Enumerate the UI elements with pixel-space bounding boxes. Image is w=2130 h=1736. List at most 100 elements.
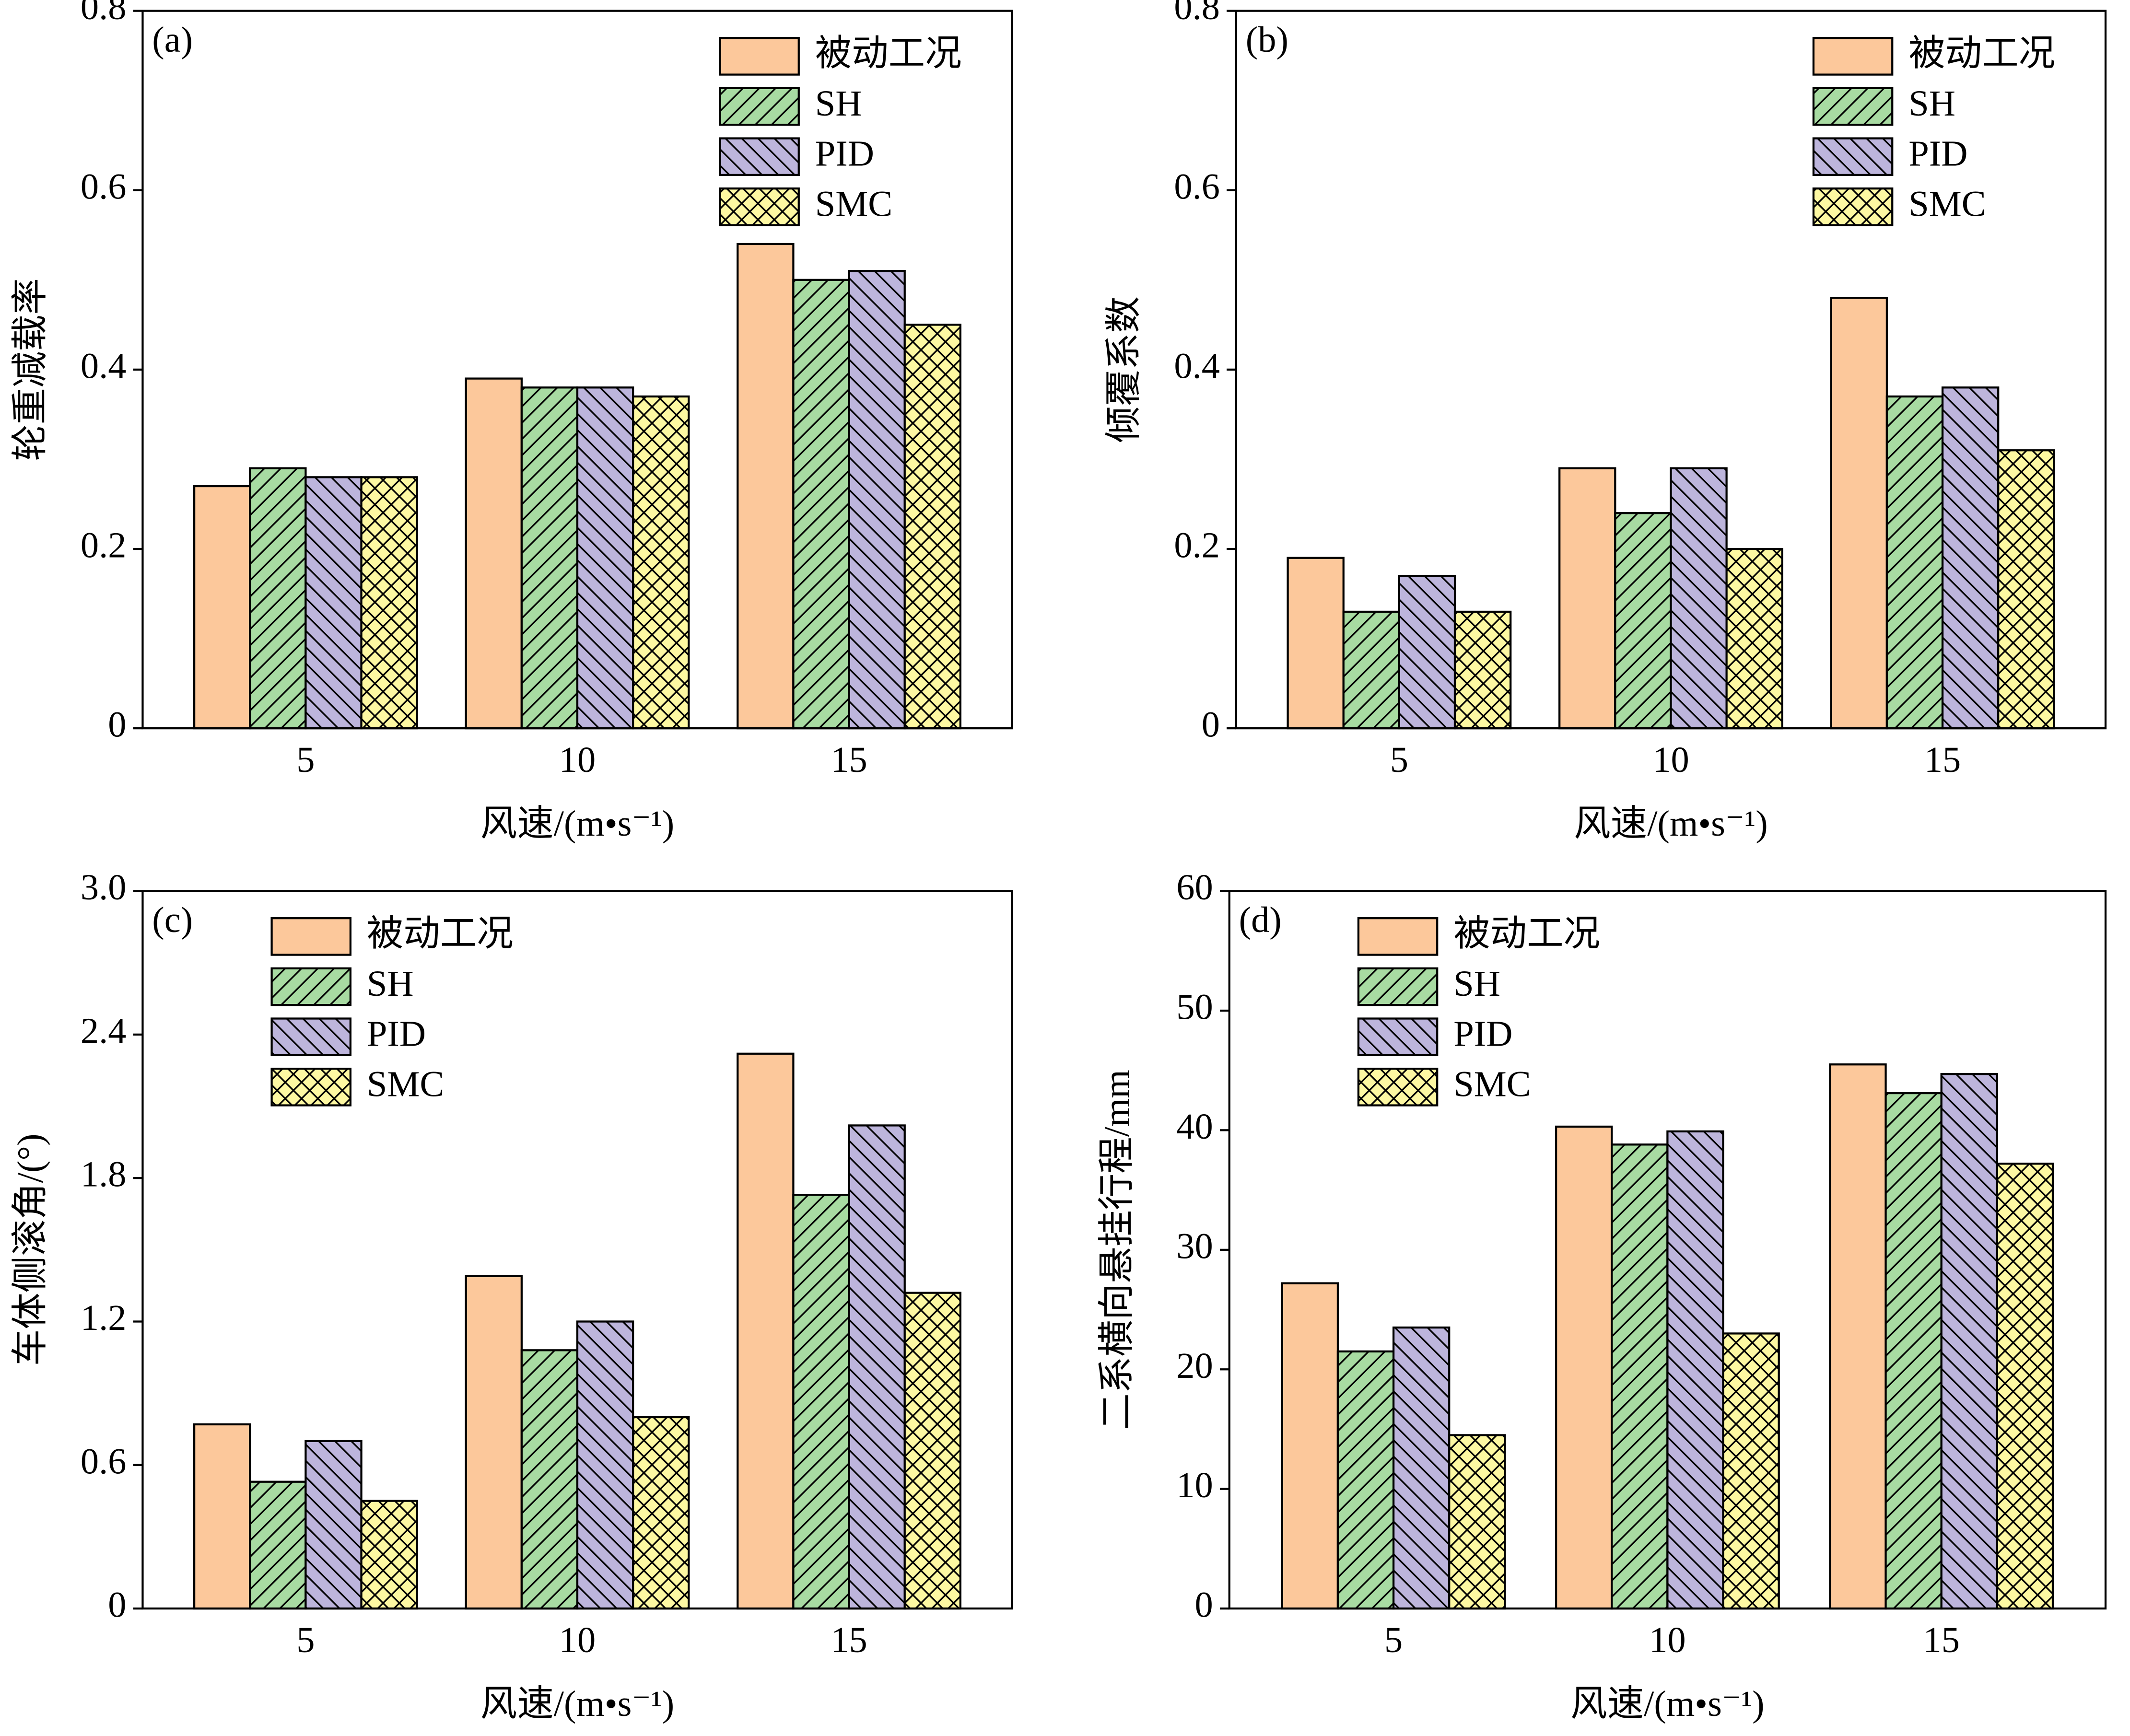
bar	[632, 1416, 690, 1610]
bar	[576, 1320, 634, 1610]
bar	[1614, 512, 1672, 730]
y-tick-label: 0	[1202, 704, 1220, 745]
bar	[249, 467, 307, 730]
y-axis-label: 轮重减载率	[10, 278, 50, 461]
bar	[193, 485, 251, 730]
y-tick-label: 3.0	[81, 867, 127, 908]
legend-swatch	[1357, 967, 1439, 1006]
bar	[1342, 610, 1401, 730]
y-tick-label: 1.2	[81, 1297, 127, 1338]
legend-label: 被动工况	[1908, 33, 2055, 73]
y-tick-label: 0.8	[81, 0, 127, 27]
bar	[1884, 1092, 1943, 1610]
legend-label: 被动工况	[1453, 913, 1600, 954]
bar	[1611, 1143, 1669, 1610]
bar	[792, 1193, 850, 1610]
y-tick-label: 0.2	[81, 525, 127, 566]
y-tick-label: 0.6	[81, 166, 127, 207]
bar	[1830, 297, 1888, 730]
panel-label: (b)	[1246, 19, 1288, 60]
legend-swatch	[270, 1068, 352, 1107]
y-tick-label: 0.4	[1174, 345, 1220, 386]
bar	[1666, 1130, 1724, 1610]
legend-label: SMC	[1908, 183, 1986, 224]
legend-swatch	[719, 87, 800, 126]
bar	[520, 1349, 579, 1610]
legend-label: 被动工况	[367, 913, 514, 954]
bar	[360, 476, 418, 730]
bar	[632, 395, 690, 730]
legend-label: PID	[815, 133, 874, 174]
y-tick-label: 0.2	[1174, 525, 1220, 566]
x-tick-label: 15	[831, 1619, 867, 1660]
x-tick-label: 5	[1390, 739, 1408, 780]
y-tick-label: 0.6	[1174, 166, 1220, 207]
bar	[1670, 467, 1728, 730]
y-axis-label: 车体侧滚角/(°)	[10, 1134, 50, 1366]
y-tick-label: 30	[1176, 1225, 1213, 1266]
x-axis-label: 风速/(m•s⁻¹)	[1570, 1683, 1764, 1724]
plot-frame	[141, 890, 1013, 1610]
x-axis-label: 风速/(m•s⁻¹)	[480, 803, 674, 844]
plot-frame	[141, 10, 1013, 730]
bar	[1940, 1073, 1998, 1610]
legend-label: PID	[1453, 1014, 1512, 1054]
x-tick-label: 5	[296, 1619, 315, 1660]
x-tick-label: 10	[1649, 1619, 1685, 1660]
bar	[1281, 1282, 1339, 1610]
y-axis-label: 二系横向悬挂行程/mm	[1097, 1070, 1137, 1430]
y-tick-label: 60	[1176, 867, 1213, 908]
legend-label: SH	[815, 83, 862, 124]
y-tick-label: 0	[108, 1585, 126, 1625]
legend-swatch	[1812, 137, 1894, 176]
bar	[1997, 449, 2055, 730]
legend-swatch	[1812, 187, 1894, 226]
bar	[903, 1292, 961, 1610]
bar	[304, 476, 363, 730]
legend-swatch	[719, 187, 800, 226]
y-tick-label: 20	[1176, 1345, 1213, 1386]
bar	[737, 1052, 795, 1610]
legend-label: 被动工况	[815, 33, 962, 73]
panel-label: (a)	[152, 19, 193, 60]
legend-swatch	[1812, 87, 1894, 126]
y-tick-label: 0.4	[81, 345, 127, 386]
bar	[304, 1440, 363, 1610]
x-tick-label: 15	[1924, 739, 1961, 780]
legend-swatch	[270, 917, 352, 956]
bar	[737, 243, 795, 730]
bar	[1453, 610, 1512, 730]
legend-swatch	[1357, 917, 1439, 956]
bar	[1287, 557, 1345, 730]
legend-label: SMC	[1453, 1063, 1531, 1104]
bar	[1336, 1350, 1395, 1610]
legend-label: PID	[367, 1014, 426, 1054]
bar	[249, 1480, 307, 1610]
legend-label: SH	[367, 963, 414, 1004]
legend-label: SH	[1908, 83, 1955, 124]
legend-label: PID	[1908, 133, 1967, 174]
y-tick-label: 2.4	[81, 1010, 127, 1051]
bar	[1448, 1434, 1506, 1610]
legend-swatch	[719, 137, 800, 176]
panel-label: (c)	[152, 899, 193, 940]
y-tick-label: 0	[108, 704, 126, 745]
legend-swatch	[1812, 37, 1894, 76]
bar	[1885, 395, 1944, 730]
bar	[520, 386, 579, 730]
x-tick-label: 10	[559, 1619, 596, 1660]
bar	[1829, 1063, 1887, 1610]
y-tick-label: 0	[1195, 1585, 1213, 1625]
legend-swatch	[719, 37, 800, 76]
x-tick-label: 15	[1923, 1619, 1959, 1660]
bar	[465, 377, 523, 730]
y-tick-label: 50	[1176, 987, 1213, 1027]
x-tick-label: 5	[1384, 1619, 1403, 1660]
x-axis-label: 风速/(m•s⁻¹)	[480, 1683, 674, 1724]
legend-swatch	[270, 1017, 352, 1057]
y-tick-label: 0.6	[81, 1441, 127, 1481]
bar	[1725, 548, 1783, 730]
y-tick-label: 1.8	[81, 1154, 127, 1195]
bar	[193, 1423, 251, 1610]
bar	[465, 1275, 523, 1610]
